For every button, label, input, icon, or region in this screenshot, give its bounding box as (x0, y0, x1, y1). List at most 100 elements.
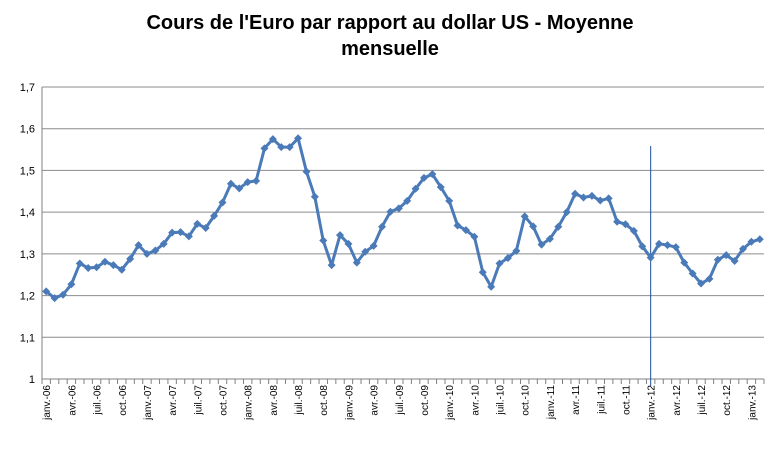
x-tick-label: juil.-07 (193, 385, 204, 416)
data-point-marker (587, 191, 596, 200)
x-tick-label: juil.-09 (395, 385, 406, 416)
y-tick-label: 1,2 (20, 291, 35, 303)
x-tick-label: avr.-10 (470, 385, 481, 416)
x-tick-label: oct.-12 (722, 385, 733, 416)
data-point-marker (537, 240, 546, 249)
x-tick-label: janv.-06 (42, 385, 53, 421)
data-point-marker (58, 290, 67, 299)
x-tick-label: avr.-09 (370, 385, 381, 416)
data-point-marker (688, 269, 697, 278)
x-tick-label: juil.-06 (93, 385, 104, 416)
data-point-marker (134, 241, 143, 250)
data-point-marker (554, 222, 563, 231)
chart-title-line-2: mensuelle (341, 38, 439, 60)
data-point-marker (235, 184, 244, 193)
x-tick-label: juil.-11 (596, 385, 607, 415)
data-point-marker (193, 219, 202, 228)
data-point-marker (285, 143, 294, 152)
data-point-marker (713, 255, 722, 264)
data-point-marker (613, 217, 622, 226)
x-tick-label: janv.-08 (244, 385, 255, 421)
data-point-marker (487, 282, 496, 291)
data-point-marker (579, 193, 588, 202)
y-tick-label: 1 (29, 374, 35, 386)
data-point-marker (436, 183, 445, 192)
data-point-marker (529, 222, 538, 231)
data-point-marker (310, 192, 319, 201)
x-tick-label: avr.-12 (672, 385, 683, 416)
data-point-marker (336, 231, 345, 240)
data-point-marker (470, 232, 479, 241)
data-point-marker (378, 222, 387, 231)
x-tick-label: oct.-06 (118, 385, 129, 416)
data-point-marker (453, 221, 462, 230)
data-point-marker (210, 211, 219, 220)
x-tick-label: janv.-07 (143, 385, 154, 421)
x-tick-label: avr.-11 (571, 385, 582, 415)
data-point-marker (495, 259, 504, 268)
data-point-marker (201, 223, 210, 232)
x-tick-label: oct.-11 (621, 385, 632, 415)
data-point-marker (117, 265, 126, 274)
y-tick-label: 1,6 (20, 124, 35, 136)
y-tick-label: 1,1 (20, 332, 35, 344)
data-point-marker (680, 258, 689, 267)
data-point-marker (571, 189, 580, 198)
data-point-marker (168, 228, 177, 237)
data-point-marker (100, 257, 109, 266)
data-point-marker (84, 264, 93, 273)
y-tick-label: 1,7 (20, 82, 35, 94)
data-point-marker (75, 259, 84, 268)
x-tick-label: oct.-08 (319, 385, 330, 416)
data-point-marker (478, 268, 487, 277)
x-tick-label: janv.-11 (546, 385, 557, 421)
data-point-marker (545, 234, 554, 243)
data-point-marker (739, 244, 748, 253)
data-point-marker (655, 239, 664, 248)
data-point-marker (730, 256, 739, 265)
data-point-marker (319, 236, 328, 245)
data-point-marker (369, 241, 378, 250)
data-point-marker (663, 241, 672, 250)
x-tick-label: juil.-08 (294, 385, 305, 416)
x-tick-label: janv.-09 (344, 385, 355, 421)
data-point-marker (604, 194, 613, 203)
data-point-marker (428, 170, 437, 179)
data-point-marker (243, 178, 252, 187)
data-point-marker (176, 228, 185, 237)
data-point-marker (361, 247, 370, 256)
data-point-marker (697, 279, 706, 288)
x-tick-label: oct.-07 (219, 385, 230, 416)
data-point-marker (596, 196, 605, 205)
data-point-marker (344, 239, 353, 248)
x-tick-label: juil.-10 (496, 385, 507, 416)
data-point-marker (638, 242, 647, 251)
series-line (45, 136, 761, 300)
x-tick-label: oct.-10 (521, 385, 532, 416)
y-tick-label: 1,4 (20, 207, 35, 219)
y-tick-label: 1,3 (20, 249, 35, 261)
x-tick-label: janv.-13 (747, 385, 758, 421)
data-point-marker (419, 173, 428, 182)
data-point-marker (184, 232, 193, 241)
x-tick-label: oct.-09 (420, 385, 431, 416)
data-point-marker (352, 258, 361, 267)
data-point-marker (722, 251, 731, 260)
data-point-marker (562, 208, 571, 217)
data-point-marker (621, 220, 630, 229)
data-point-marker (747, 237, 756, 246)
chart-title: Cours de l'Euro par rapport au dollar US… (60, 10, 720, 62)
data-point-marker (218, 198, 227, 207)
data-point-marker (445, 196, 454, 205)
data-point-marker (302, 167, 311, 176)
data-point-marker (386, 207, 395, 216)
data-point-marker (629, 226, 638, 235)
data-point-marker (327, 261, 336, 270)
data-point-marker (142, 249, 151, 258)
data-point-marker (268, 135, 277, 144)
data-point-marker (252, 176, 261, 185)
data-point-marker (277, 143, 286, 152)
data-point-marker (411, 184, 420, 193)
data-point-marker (520, 212, 529, 221)
